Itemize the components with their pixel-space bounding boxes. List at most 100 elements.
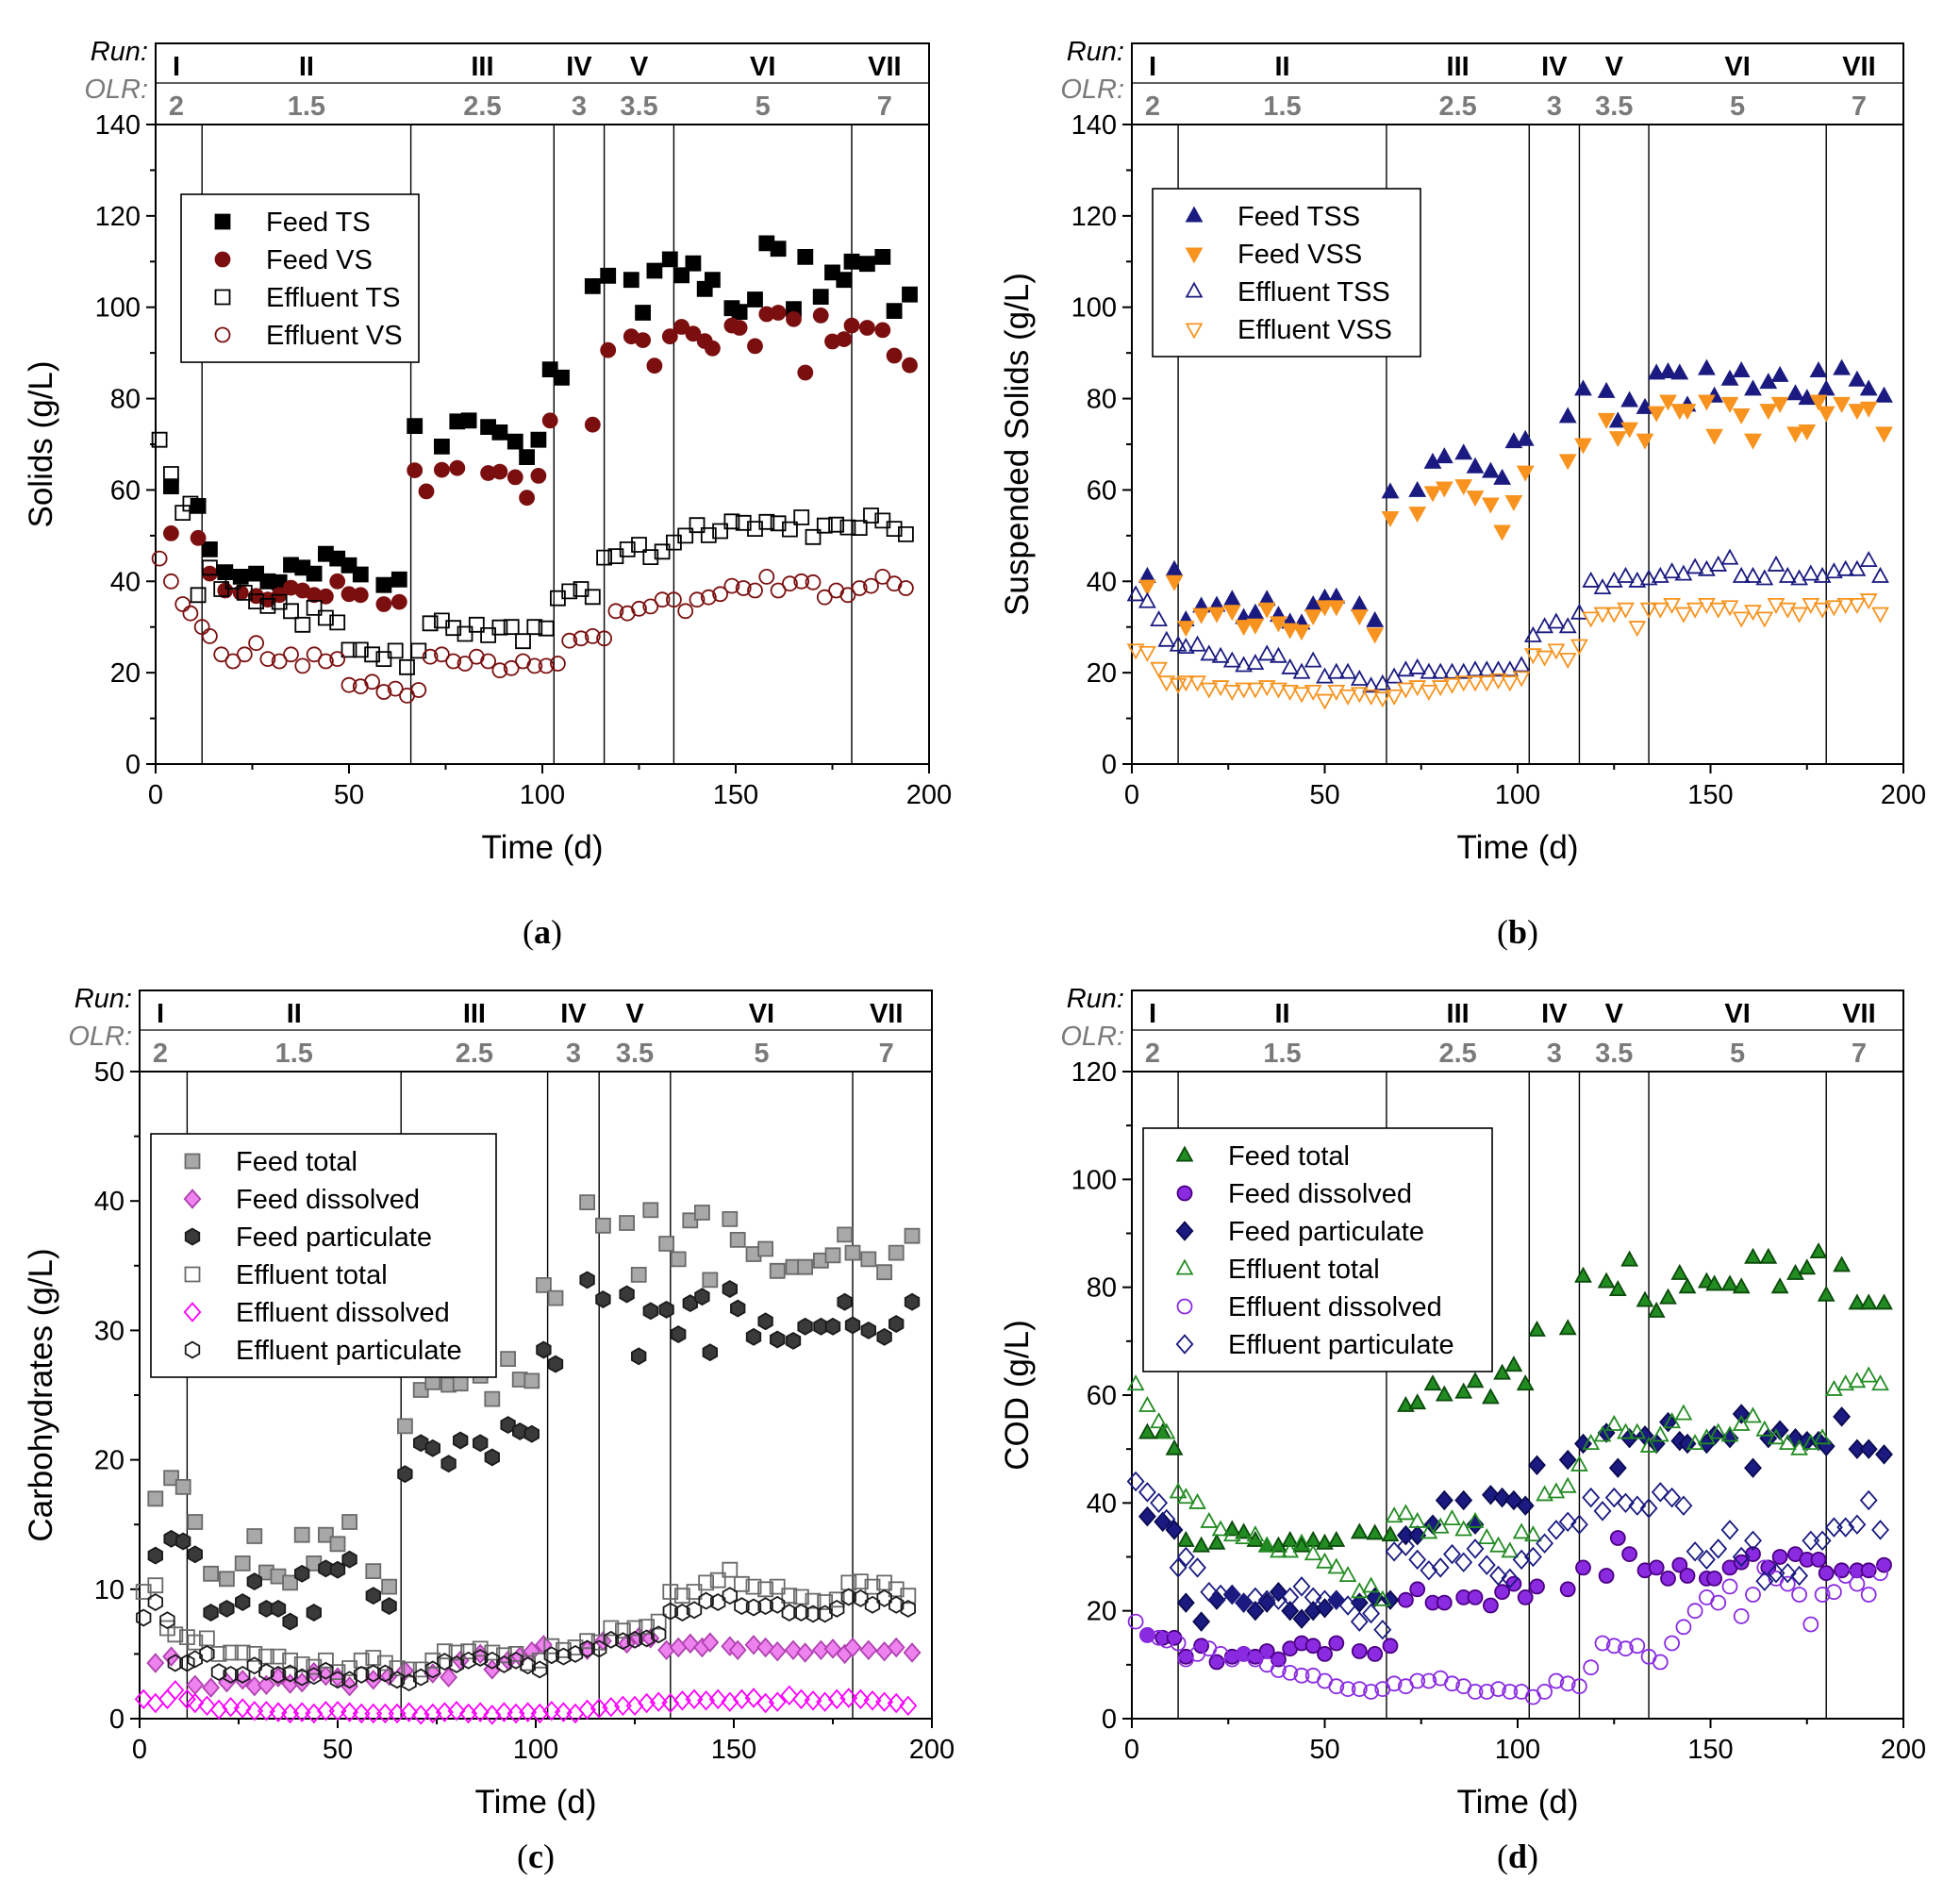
data-point xyxy=(1292,624,1311,641)
data-point xyxy=(473,1649,489,1667)
data-point xyxy=(292,1702,311,1722)
data-point xyxy=(1872,1565,1888,1582)
data-point xyxy=(1504,494,1523,511)
data-point xyxy=(887,1692,905,1714)
data-point xyxy=(635,332,651,349)
data-point xyxy=(1558,617,1577,634)
data-point xyxy=(1431,662,1450,679)
data-point xyxy=(412,1382,429,1398)
data-point xyxy=(248,635,265,652)
data-point xyxy=(1222,1584,1241,1605)
data-point xyxy=(224,653,241,670)
data-point xyxy=(1398,1591,1414,1608)
data-point xyxy=(1489,1536,1507,1553)
data-point xyxy=(134,1688,153,1710)
data-point xyxy=(1686,1603,1703,1620)
data-point xyxy=(661,251,678,268)
data-point xyxy=(1674,607,1693,624)
data-point xyxy=(519,1702,538,1722)
data-point xyxy=(1536,617,1554,634)
data-point xyxy=(1385,689,1404,706)
x-tick-label: 100 xyxy=(513,1735,558,1765)
data-point xyxy=(306,1604,322,1622)
legend-marker xyxy=(214,251,231,268)
data-point xyxy=(480,653,496,670)
data-point xyxy=(1583,1659,1600,1676)
data-point xyxy=(233,1698,252,1719)
legend-marker xyxy=(1185,206,1204,223)
legend-marker xyxy=(1185,281,1204,298)
data-point xyxy=(245,1701,264,1721)
data-point xyxy=(507,1651,524,1670)
run-name-label: IV xyxy=(560,999,587,1029)
data-point xyxy=(175,1532,191,1551)
olr-value-label: 2.5 xyxy=(1438,1039,1476,1069)
data-point xyxy=(1362,676,1381,693)
data-point xyxy=(1871,1520,1889,1540)
data-point xyxy=(550,590,566,607)
x-tick-label: 200 xyxy=(906,780,952,810)
data-point xyxy=(770,305,787,321)
data-point xyxy=(1597,412,1616,429)
data-point xyxy=(1281,623,1300,640)
data-point xyxy=(829,1599,845,1618)
y-tick-label: 80 xyxy=(110,385,141,415)
data-point xyxy=(889,1315,905,1333)
data-point xyxy=(445,620,462,637)
data-point xyxy=(1150,1492,1169,1514)
data-point xyxy=(730,1299,746,1318)
data-point xyxy=(523,1372,540,1389)
data-point xyxy=(1493,1487,1512,1508)
data-point xyxy=(1659,394,1677,411)
data-point xyxy=(1504,432,1523,449)
data-point xyxy=(1483,1597,1499,1614)
data-point xyxy=(365,1650,382,1666)
data-point xyxy=(457,656,473,672)
series-feed-particulate xyxy=(147,1271,921,1631)
data-point xyxy=(1620,391,1639,407)
data-point xyxy=(1444,1675,1460,1692)
data-point xyxy=(600,267,617,284)
y-tick-label: 80 xyxy=(1087,385,1117,415)
data-point xyxy=(784,1639,803,1661)
data-point xyxy=(1431,1517,1450,1534)
data-point xyxy=(1222,605,1241,622)
data-point xyxy=(723,577,740,594)
series-effluent-particulate xyxy=(136,1587,916,1692)
legend-label: Feed particulate xyxy=(1228,1217,1424,1247)
data-point xyxy=(1420,1560,1438,1581)
data-point xyxy=(329,1560,346,1579)
data-point xyxy=(654,591,671,608)
data-point xyxy=(902,357,918,374)
data-point xyxy=(187,1545,203,1564)
data-point xyxy=(1523,1546,1542,1568)
data-point xyxy=(1516,1495,1535,1516)
data-point xyxy=(1150,661,1169,678)
data-point xyxy=(747,521,763,537)
data-point xyxy=(1798,389,1817,406)
data-point xyxy=(218,1571,235,1588)
data-point xyxy=(1759,1247,1778,1264)
data-point xyxy=(1138,1395,1156,1412)
data-point xyxy=(1824,600,1843,617)
data-point xyxy=(1158,1632,1175,1649)
data-point xyxy=(793,573,810,590)
data-point xyxy=(1791,1587,1807,1603)
legend-label: Feed particulate xyxy=(236,1222,432,1253)
data-point xyxy=(1381,482,1400,499)
data-point xyxy=(561,583,578,600)
data-point xyxy=(898,526,914,542)
data-point xyxy=(782,575,798,592)
y-axis-title: Carbohydrates (g/L) xyxy=(23,1248,59,1541)
legend-label: Effluent VSS xyxy=(1237,315,1392,345)
data-point xyxy=(1786,384,1804,401)
y-tick-label: 60 xyxy=(110,475,141,506)
data-point xyxy=(1621,1546,1637,1562)
data-point xyxy=(694,1288,710,1306)
data-point xyxy=(213,581,230,597)
olr-value-label: 3 xyxy=(1547,91,1562,122)
data-point xyxy=(424,1439,440,1457)
data-point xyxy=(1744,1247,1762,1264)
data-point xyxy=(491,662,508,679)
data-point xyxy=(1848,559,1867,576)
